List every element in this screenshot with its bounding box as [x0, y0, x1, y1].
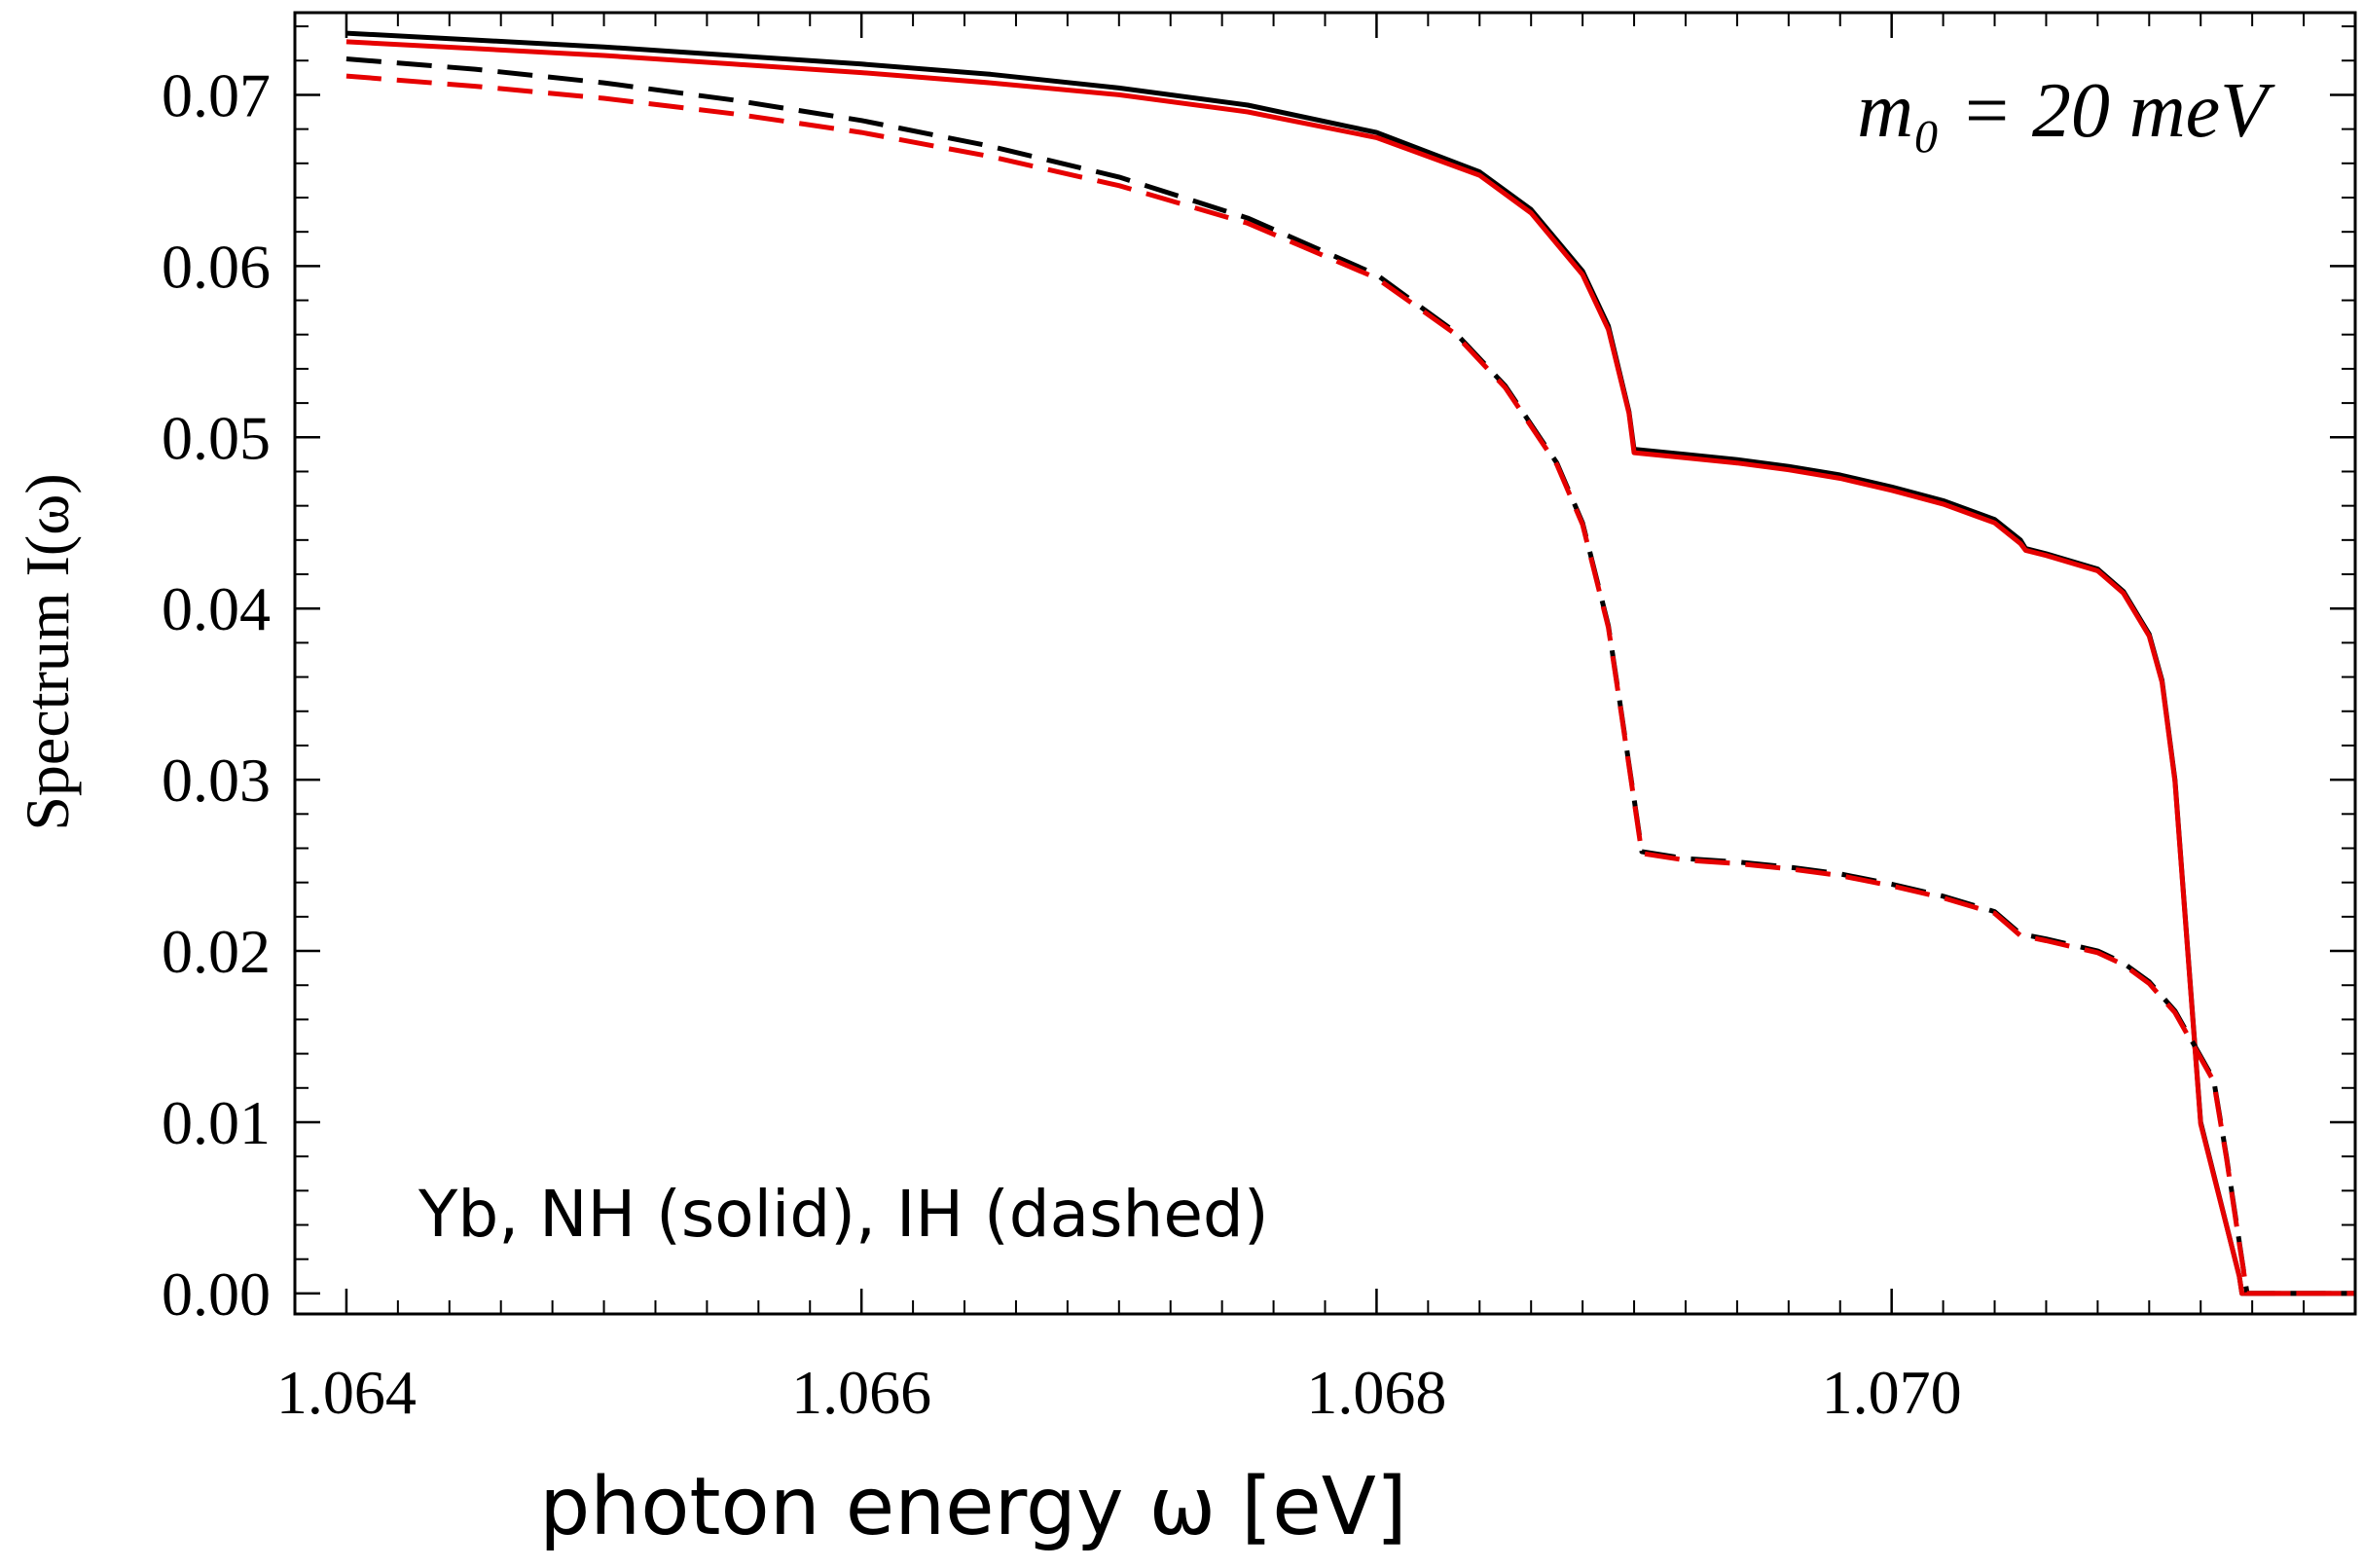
solid-red-series-line: [345, 39, 2355, 1296]
y-tick-label: 0.07: [162, 60, 271, 129]
y-tick-label: 0.06: [162, 232, 271, 301]
x-axis-label: photon energy ω [eV]: [539, 1461, 1407, 1553]
x-tick-label: 1.070: [1822, 1358, 1962, 1427]
x-tick-label: 1.064: [276, 1358, 417, 1427]
hierarchy-annotation: Yb, NH (solid), IH (dashed): [418, 1177, 1269, 1252]
y-tick-label: 0.01: [162, 1088, 271, 1157]
y-tick-label: 0.03: [162, 746, 271, 815]
y-tick-label: 0.00: [162, 1259, 271, 1329]
x-tick-label: 1.066: [791, 1358, 931, 1427]
x-tick-label: 1.068: [1306, 1358, 1446, 1427]
y-tick-label: 0.04: [162, 574, 271, 643]
y-tick-label: 0.05: [162, 403, 271, 472]
solid-black-series-line: [345, 30, 2355, 1296]
dashed-black-series-line: [345, 56, 2355, 1296]
y-axis-label: Spectrum I(ω): [13, 473, 82, 830]
axis-tick-labels: 1.064 1.066 1.068 1.070 0.00 0.01 0.02 0.03 0.04…: [162, 60, 1962, 1427]
y-tick-label: 0.02: [162, 917, 271, 986]
axis-ticks: [294, 13, 2356, 1314]
data-series: [345, 30, 2355, 1296]
plot-frame: [293, 11, 2357, 1316]
dashed-red-series-line: [345, 73, 2355, 1296]
mass-annotation: m₀ = 20 meV: [1857, 68, 2275, 154]
